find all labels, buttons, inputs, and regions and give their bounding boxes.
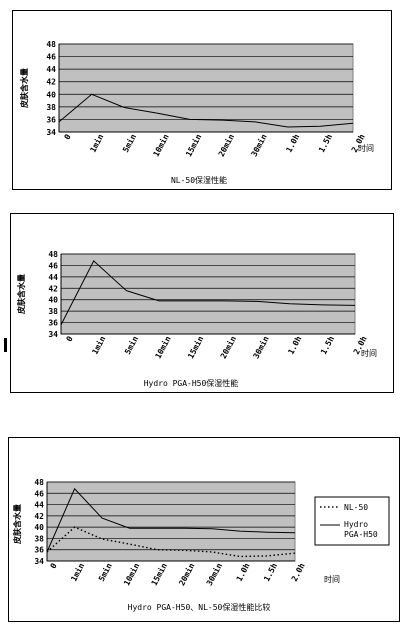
x-tick-label: 0	[49, 562, 59, 571]
chart-title: NL-50保湿性能	[171, 175, 227, 185]
y-tick-label: 38	[34, 534, 44, 543]
x-tick-label: 20min	[216, 132, 236, 158]
y-tick-label: 40	[48, 296, 58, 305]
chart-title: Hydro PGA-H50、NL-50保湿性能比较	[128, 602, 271, 612]
legend-label-hydro: Hydro PGA-H50	[344, 520, 378, 539]
x-axis-title: 时间	[358, 143, 374, 153]
y-tick-label: 44	[46, 65, 56, 74]
y-tick-label: 44	[48, 273, 58, 282]
x-tick-label: 1min	[90, 334, 108, 356]
x-axis-title: 时间	[361, 348, 377, 358]
y-tick-label: 38	[48, 307, 58, 316]
stray-mark	[4, 338, 7, 352]
x-tick-label: 20min	[218, 334, 238, 360]
x-tick-label: 30min	[251, 334, 271, 360]
x-tick-label: 1.0h	[284, 133, 301, 154]
chart-frame-2: 34 36 38 40 42 44 46 48 0 1min 5min 10min 15min 20min…	[10, 213, 394, 393]
y-tick-label: 42	[48, 284, 58, 293]
x-tick-label: 1.0h	[235, 562, 252, 583]
y-tick-label: 46	[48, 261, 58, 270]
x-tick-label: 2.0h	[290, 562, 307, 583]
y-tick-label: 42	[46, 78, 56, 87]
x-tick-label: 10min	[151, 132, 171, 158]
x-tick-label: 10min	[153, 334, 173, 360]
x-tick-label: 1.5h	[317, 133, 334, 154]
series-line	[60, 260, 356, 326]
chart-2: 34 36 38 40 42 44 46 48 0 1min 5min 10min 15min 20min…	[16, 250, 377, 388]
y-tick-label: 44	[34, 501, 44, 510]
y-tick-label: 34	[46, 128, 56, 137]
x-tick-label: 1.5h	[262, 562, 279, 583]
chart-frame-3: 34 36 38 40 42 44 46 48 0 1min 5min 10min 15min 20min…	[8, 437, 400, 622]
y-tick-label: 36	[48, 319, 58, 328]
y-tick-label: 48	[46, 40, 56, 49]
chart-frame-1: 34 36 38 40 42 44 46 48 0 1min 5min 10min 15min 20min…	[12, 10, 392, 190]
x-tick-label: 30min	[204, 561, 224, 587]
y-tick-label: 40	[34, 523, 44, 532]
plot-area	[58, 43, 354, 133]
y-tick-label: 36	[46, 115, 56, 124]
y-tick-label: 46	[34, 489, 44, 498]
legend-label-nl50: NL-50	[344, 503, 368, 512]
x-tick-label: 1min	[68, 561, 86, 583]
y-axis-title: 皮肤含水量	[12, 504, 22, 545]
legend	[314, 496, 390, 546]
chart-3: 34 36 38 40 42 44 46 48 0 1min 5min 10min 15min 20min…	[12, 478, 390, 612]
y-axis-title: 皮肤含水量	[19, 68, 29, 109]
y-tick-label: 48	[48, 250, 58, 259]
x-tick-label: 0	[63, 133, 73, 142]
plot-area	[46, 481, 296, 562]
x-tick-label: 1.5h	[319, 335, 336, 356]
x-tick-label: 0	[65, 335, 75, 344]
x-tick-label: 15min	[149, 561, 169, 587]
y-tick-label: 46	[46, 53, 56, 62]
y-tick-label: 48	[34, 478, 44, 487]
x-axis-title: 时间	[324, 574, 340, 584]
chart-1: 34 36 38 40 42 44 46 48 0 1min 5min 10min 15min 20min…	[19, 40, 374, 185]
x-tick-label: 5min	[96, 561, 114, 583]
y-tick-label: 34	[48, 330, 58, 339]
series-line	[46, 487, 296, 553]
x-tick-label: 30min	[249, 132, 269, 158]
x-tick-label: 15min	[185, 334, 205, 360]
x-tick-label: 5min	[122, 334, 140, 356]
x-tick-label: 5min	[120, 132, 138, 154]
y-tick-label: 42	[34, 512, 44, 521]
x-tick-label: 1min	[88, 132, 106, 154]
plot-area	[60, 253, 356, 335]
chart-title: Hydro PGA-H50保湿性能	[144, 378, 239, 388]
y-tick-label: 36	[34, 546, 44, 555]
x-tick-label: 15min	[183, 132, 203, 158]
series-line	[58, 93, 354, 128]
x-tick-label: 20min	[176, 561, 196, 587]
series-line	[46, 526, 296, 558]
y-tick-label: 34	[34, 557, 44, 566]
y-tick-label: 38	[46, 103, 56, 112]
x-tick-label: 10min	[121, 561, 141, 587]
y-tick-label: 40	[46, 90, 56, 99]
x-tick-label: 1.0h	[286, 335, 303, 356]
y-axis-title: 皮肤含水量	[16, 274, 26, 315]
